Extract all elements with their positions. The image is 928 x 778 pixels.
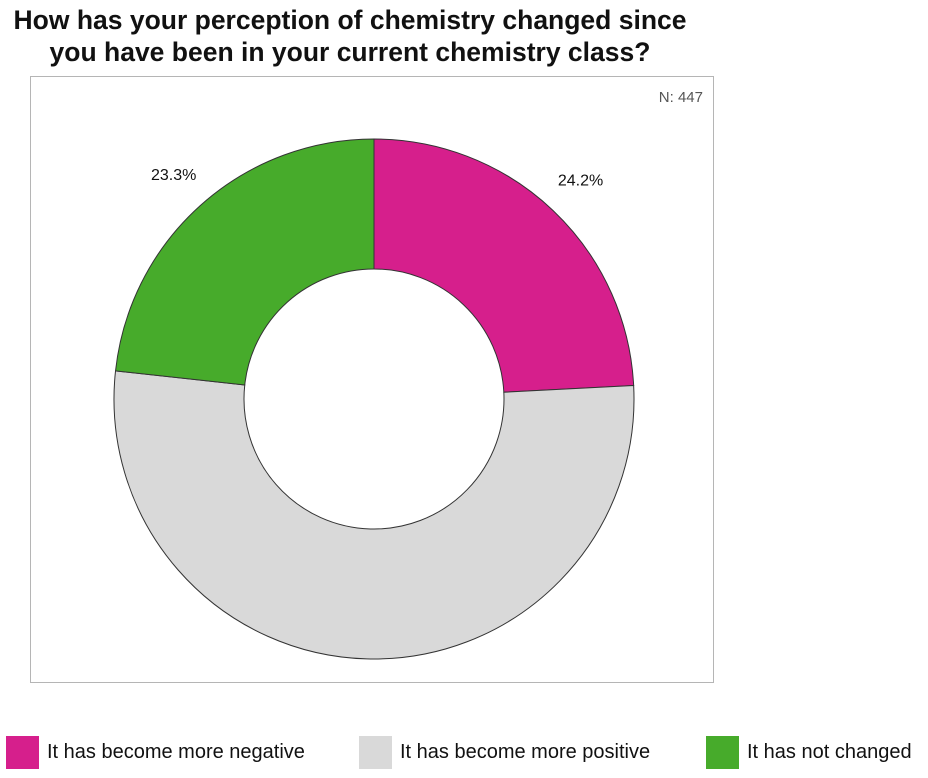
legend-label-negative: It has become more negative [47,740,305,763]
legend-item-positive: It has become more positive [359,735,650,769]
slice-value-label-negative: 24.2% [558,173,603,190]
chart-title: How has your perception of chemistry cha… [0,4,700,68]
legend-swatch-unchanged [706,735,739,769]
legend-swatch-positive [359,735,392,769]
chart-title-line-1: How has your perception of chemistry cha… [13,5,687,35]
legend-item-unchanged: It has not changed [706,735,912,769]
legend-swatch-negative [6,735,39,769]
chart-title-line-2: you have been in your current chemistry … [49,37,651,67]
donut-slice-positive [113,370,635,660]
sample-size-label: N: 447 [658,89,703,106]
donut-slice-negative [373,138,635,393]
legend-label-positive: It has become more positive [400,740,651,763]
plot-area: N: 447 24.2%52.6%23.3% [30,76,714,683]
legend: It has become more negative It has becom… [0,735,928,769]
donut-slice-unchanged [114,138,375,386]
legend-item-negative: It has become more negative [6,735,305,769]
legend-label-unchanged: It has not changed [747,740,912,763]
donut-chart: 24.2%52.6%23.3% [113,138,635,660]
slice-value-label-unchanged: 23.3% [151,167,196,184]
